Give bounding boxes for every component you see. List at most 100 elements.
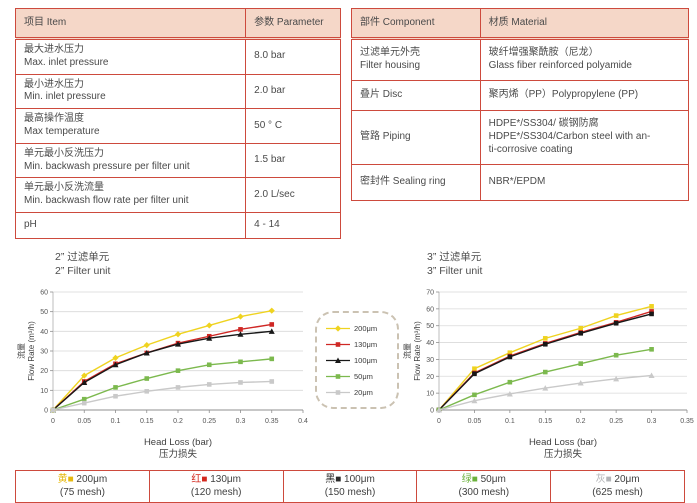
color-name: 黄	[57, 474, 68, 486]
chart-3in-title: 3” 过滤单元 3” Filter unit	[427, 251, 697, 279]
chart-2in-plot: 0 10 20 30 40 50 60 0 0.05 0.1 0.15 0.2 0.25 0.3 0.35 0…	[16, 289, 308, 425]
svg-text:10: 10	[426, 390, 434, 397]
svg-text:40: 40	[40, 329, 48, 336]
spec-item: 最大进水压力 Max. inlet pressure	[14, 38, 247, 75]
series-swatch-icon	[326, 342, 350, 348]
table-row: 过滤单元外壳 Filter housing 玻纤增强聚酰胺（尼龙） Glass …	[351, 38, 690, 81]
svg-text:0: 0	[430, 407, 434, 414]
spec-value: 2.0 bar	[245, 73, 341, 110]
spec-header-parameter: 参数 Parameter	[245, 8, 341, 40]
mesh-count: (75 mesh)	[59, 487, 105, 499]
svg-text:0.25: 0.25	[202, 418, 216, 425]
legend-entry: 20μm	[326, 385, 390, 401]
spec-item: 最小进水压力 Min. inlet pressure	[14, 73, 247, 110]
svg-text:40: 40	[426, 340, 434, 347]
table-row: pH 4 - 14	[14, 211, 341, 239]
svg-text:0.15: 0.15	[538, 418, 552, 425]
mesh-count: (300 mesh)	[458, 487, 510, 499]
spec-value: 50 ° C	[245, 108, 341, 144]
svg-text:70: 70	[426, 289, 434, 296]
mesh-line1: 红■ 130μm	[150, 473, 283, 486]
datasheet-page: 项目 Item 参数 Parameter 最大进水压力 Max. inlet p…	[14, 8, 694, 503]
series-swatch-icon	[326, 325, 350, 333]
material-cell: 玻纤增强聚酰胺（尼龙） Glass fiber reinforced polya…	[479, 38, 690, 81]
mesh-legend-cell: 灰■ 20μm (625 mesh)	[550, 471, 684, 503]
svg-text:0.3: 0.3	[236, 418, 246, 425]
color-name: 绿	[461, 474, 472, 486]
material-table-header-row: 部件 Component 材质 Material	[351, 8, 690, 40]
series-swatch-icon	[326, 357, 350, 364]
mesh-line1: 黑■ 100μm	[284, 473, 417, 486]
spec-value: 8.0 bar	[245, 38, 341, 75]
chart-title-en: 3” Filter unit	[427, 264, 483, 277]
spec-item: 单元最小反洗流量 Min. backwash flow rate per fil…	[14, 177, 247, 213]
svg-text:0.2: 0.2	[173, 418, 183, 425]
chart-2in-block: 2” 过滤单元 2” Filter unit 0 10 20 30 40 50 60 0 0.0…	[15, 251, 315, 460]
table-row: 密封件 Sealing ring NBR*/EPDM	[351, 164, 690, 201]
component-cell: 管路 Piping	[351, 110, 481, 165]
spec-table: 项目 Item 参数 Parameter 最大进水压力 Max. inlet p…	[14, 8, 341, 239]
chart-3in-xlabel: Head Loss (bar) 压力损失	[401, 437, 697, 461]
svg-text:0.05: 0.05	[77, 418, 91, 425]
tables-section: 项目 Item 参数 Parameter 最大进水压力 Max. inlet p…	[14, 8, 690, 239]
svg-text:流量: 流量	[16, 343, 26, 359]
material-table: 部件 Component 材质 Material 过滤单元外壳 Filter h…	[351, 8, 690, 201]
series-swatch-icon	[326, 374, 350, 380]
legend-label: 200μm	[354, 324, 378, 334]
chart-3in-plot: 0 10 20 30 40 50 60 70 0 0.05 0.1 0.15 0.2 0.25 0.3 0.3…	[402, 289, 694, 425]
mesh-legend-cell: 黄■ 200μm (75 mesh)	[16, 471, 149, 502]
component-cell: 密封件 Sealing ring	[351, 164, 481, 201]
svg-text:0.1: 0.1	[111, 418, 121, 425]
mesh-size: 200μm	[73, 474, 108, 486]
material-header-component: 部件 Component	[351, 8, 481, 40]
xlabel-en: Head Loss (bar)	[143, 436, 213, 448]
component-cell: 过滤单元外壳 Filter housing	[351, 38, 481, 81]
material-cell: 聚丙烯（PP）Polypropylene (PP)	[479, 80, 690, 111]
table-row: 最大进水压力 Max. inlet pressure 8.0 bar	[14, 38, 341, 75]
charts-section: 2” 过滤单元 2” Filter unit 0 10 20 30 40 50 60 0 0.0…	[15, 251, 694, 460]
svg-text:0.4: 0.4	[298, 418, 308, 425]
mesh-line1: 绿■ 50μm	[417, 473, 550, 486]
mesh-count: (625 mesh)	[592, 487, 643, 499]
table-row: 管路 Piping HDPE*/SS304/ 碳钢防腐 HDPE*/SS304/…	[351, 110, 690, 165]
svg-text:20: 20	[40, 368, 48, 375]
mesh-legend-table: 黄■ 200μm (75 mesh) 红■ 130μm (120 mesh) 黑…	[15, 470, 685, 503]
series-swatch-icon	[326, 390, 350, 396]
color-name: 红	[191, 474, 202, 486]
spec-value: 4 - 14	[245, 211, 341, 239]
mesh-size: 100μm	[341, 474, 375, 486]
mesh-count: (120 mesh)	[190, 487, 242, 499]
spec-value: 1.5 bar	[245, 142, 341, 179]
svg-text:0.35: 0.35	[265, 418, 279, 425]
legend-entry: 130μm	[326, 337, 390, 353]
table-row: 最高操作温度 Max temperature 50 ° C	[14, 108, 341, 144]
legend-entry: 100μm	[326, 353, 390, 369]
svg-text:Flow Rate (m³/h): Flow Rate (m³/h)	[413, 321, 422, 381]
mesh-size: 130μm	[207, 474, 241, 486]
svg-text:30: 30	[40, 348, 48, 355]
spec-value: 2.0 L/sec	[245, 177, 341, 213]
mesh-legend-cell: 红■ 130μm (120 mesh)	[148, 471, 283, 503]
table-row: 单元最小反洗流量 Min. backwash flow rate per fil…	[14, 177, 341, 213]
legend-label: 100μm	[354, 356, 378, 366]
chart-title-zh: 2” 过滤单元	[55, 250, 110, 263]
svg-text:60: 60	[40, 289, 48, 296]
mesh-legend-cell: 绿■ 50μm (300 mesh)	[416, 471, 550, 503]
mesh-size: 50μm	[477, 474, 506, 486]
mesh-size: 20μm	[611, 474, 640, 486]
mesh-line1: 黄■ 200μm	[16, 473, 149, 486]
svg-text:0: 0	[51, 418, 55, 425]
svg-text:0.15: 0.15	[140, 418, 154, 425]
spec-header-item: 项目 Item	[14, 8, 247, 40]
svg-text:20: 20	[426, 373, 434, 380]
xlabel-zh: 压力损失	[543, 448, 582, 460]
xlabel-en: Head Loss (bar)	[528, 436, 598, 448]
legend-label: 50μm	[354, 372, 373, 382]
legend-label: 20μm	[354, 388, 373, 398]
material-header-material: 材质 Material	[479, 8, 690, 40]
svg-text:50: 50	[40, 309, 48, 316]
svg-text:0.05: 0.05	[468, 418, 482, 425]
color-name: 黑	[325, 474, 336, 486]
chart-title-zh: 3” 过滤单元	[427, 250, 482, 263]
table-row: 最小进水压力 Min. inlet pressure 2.0 bar	[14, 73, 341, 110]
